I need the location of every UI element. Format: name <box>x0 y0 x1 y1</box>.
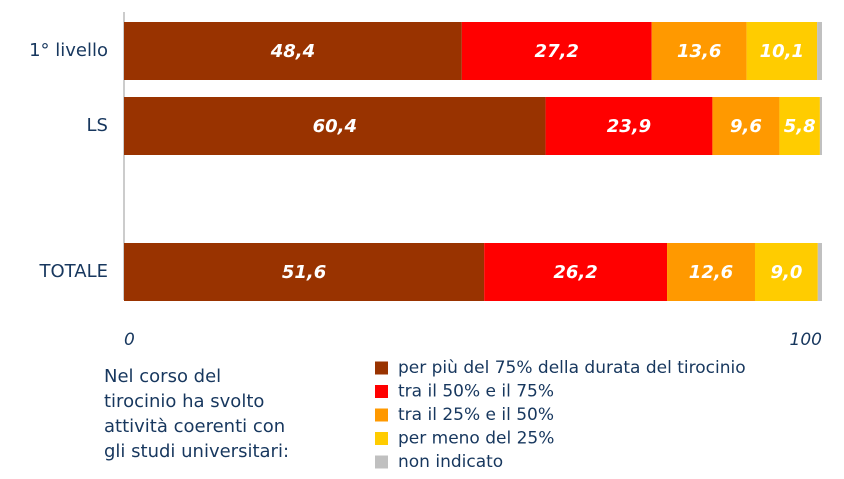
bar-segment <box>817 22 822 80</box>
bar-segment <box>124 22 462 80</box>
bar-segment <box>746 22 818 80</box>
data-label: 51,6 <box>282 262 326 283</box>
data-label: 12,6 <box>689 262 733 283</box>
y-tick-label: LS <box>87 115 108 136</box>
data-label: 13,6 <box>677 41 721 62</box>
legend-swatch <box>375 432 388 445</box>
legend-label: non indicato <box>398 452 503 472</box>
data-label: 23,9 <box>607 116 651 137</box>
bar-segment <box>124 97 546 155</box>
legend-label: per meno del 25% <box>398 429 554 449</box>
legend-title: gli studi universitari: <box>104 441 289 462</box>
bar-segment <box>124 243 485 301</box>
legend-swatch <box>375 408 388 422</box>
legend-title: Nel corso del <box>104 366 221 387</box>
data-label: 10,1 <box>760 41 804 62</box>
data-label: 48,4 <box>270 41 315 62</box>
legend-swatch <box>375 385 388 398</box>
y-tick-label: TOTALE <box>39 261 108 282</box>
legend-title: tirocinio ha svolto <box>104 391 264 412</box>
data-label: 26,2 <box>553 262 597 283</box>
bar-segment <box>461 22 652 80</box>
bar-segment <box>484 243 668 301</box>
bar-segment <box>651 22 747 80</box>
bar-segment <box>754 243 818 301</box>
bar-segment <box>817 243 822 301</box>
legend-swatch <box>375 455 388 469</box>
legend-label: per più del 75% della durata del tirocin… <box>398 358 746 378</box>
data-label: 9,6 <box>730 116 762 137</box>
data-label: 60,4 <box>313 116 357 137</box>
bar-segment <box>712 97 780 155</box>
legend-label: tra il 50% e il 75% <box>398 382 554 402</box>
bar-segment <box>819 97 822 155</box>
data-label: 5,8 <box>784 116 816 137</box>
bar-segment <box>779 97 820 155</box>
x-tick-label: 0 <box>124 330 135 350</box>
legend-swatch <box>375 361 388 375</box>
legend-label: tra il 25% e il 50% <box>398 405 554 425</box>
data-label: 9,0 <box>770 262 802 283</box>
bar-segment <box>667 243 755 301</box>
legend-title: attività coerenti con <box>104 416 285 437</box>
bar-segment <box>545 97 713 155</box>
y-tick-label: 1° livello <box>29 40 108 61</box>
data-label: 27,2 <box>535 41 579 62</box>
x-tick-label: 100 <box>790 330 822 350</box>
